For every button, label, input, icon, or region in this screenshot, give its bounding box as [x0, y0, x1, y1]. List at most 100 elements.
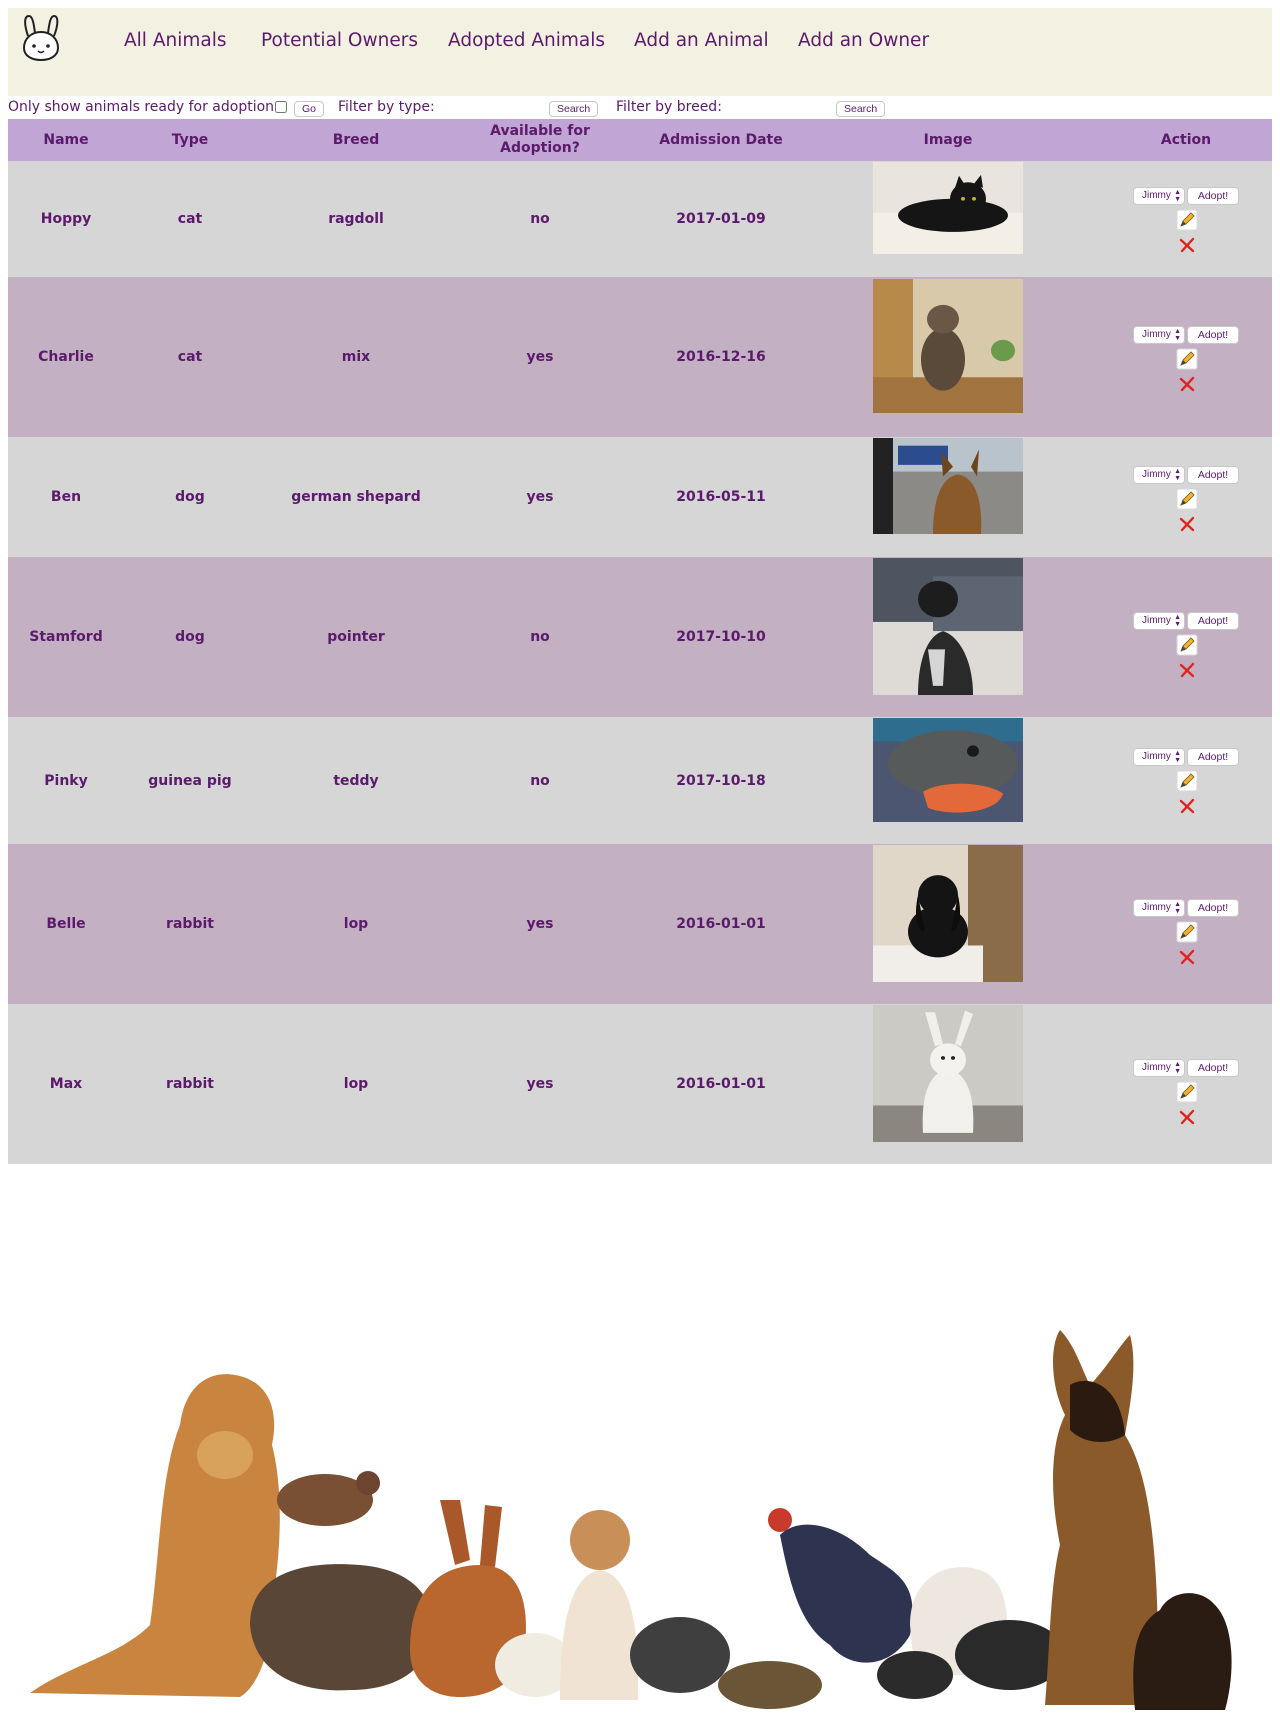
type-filter-input[interactable] — [436, 99, 544, 117]
cell-available: yes — [526, 916, 554, 932]
owner-select[interactable]: Jimmy ▲ ▼ — [1133, 187, 1185, 205]
owner-select-value: Jimmy — [1142, 902, 1171, 913]
nav-add-animal[interactable]: Add an Animal — [634, 30, 769, 51]
animals-table: Name Type Breed Available for Adoption? … — [8, 119, 1272, 1164]
cell-name: Ben — [50, 489, 82, 505]
table-row: Pinky guinea pig teddy no 2017-10-18 Jim… — [8, 717, 1272, 844]
go-button[interactable]: Go — [294, 101, 325, 117]
table-row: Charlie cat mix yes 2016-12-16 Jimmy ▲ ▼ A… — [8, 277, 1272, 437]
red-x-icon[interactable] — [1179, 516, 1195, 532]
adopt-button[interactable]: Adopt! — [1187, 187, 1239, 205]
cell-type: cat — [177, 349, 203, 365]
cell-available: yes — [526, 349, 554, 365]
cell-breed: mix — [341, 349, 371, 365]
owner-select-value: Jimmy — [1142, 1062, 1171, 1073]
pointer-dog-photo — [873, 558, 1023, 695]
owner-select[interactable]: Jimmy ▲ ▼ — [1133, 1059, 1185, 1077]
row-actions: Jimmy ▲ ▼ Adopt! — [1126, 326, 1239, 392]
owner-select[interactable]: Jimmy ▲ ▼ — [1133, 899, 1185, 917]
adopt-button[interactable]: Adopt! — [1187, 1059, 1239, 1077]
pencil-icon[interactable] — [1176, 1081, 1198, 1103]
type-search-button[interactable]: Search — [549, 101, 599, 117]
cell-admission-date: 2017-10-18 — [676, 772, 766, 789]
red-x-icon[interactable] — [1179, 237, 1195, 253]
cell-admission-date: 2016-12-16 — [676, 349, 766, 365]
pencil-icon[interactable] — [1176, 770, 1198, 792]
ready-filter-label: Only show animals ready for adoption: — [8, 99, 279, 115]
cell-type: rabbit — [166, 1076, 214, 1092]
cell-type: rabbit — [166, 916, 214, 932]
header-admission-date: Admission Date — [659, 131, 783, 148]
cell-breed: teddy — [333, 772, 379, 789]
owner-select[interactable]: Jimmy ▲ ▼ — [1133, 326, 1185, 344]
table-row: Ben dog german shepard yes 2016-05-11 Ji… — [8, 437, 1272, 557]
red-x-icon[interactable] — [1179, 1109, 1195, 1125]
up-down-arrows-icon: ▲ ▼ — [1174, 901, 1181, 915]
cell-available: no — [530, 772, 550, 789]
guinea-pig-photo — [873, 718, 1023, 822]
row-actions: Jimmy ▲ ▼ Adopt! — [1126, 612, 1239, 678]
cell-admission-date: 2017-01-09 — [676, 211, 766, 227]
pencil-icon[interactable] — [1176, 348, 1198, 370]
cell-name: Stamford — [29, 629, 103, 645]
cell-available: yes — [526, 1076, 554, 1092]
pencil-icon[interactable] — [1176, 634, 1198, 656]
breed-filter-input[interactable] — [722, 99, 832, 117]
tabby-cat-on-chair-photo — [873, 279, 1023, 413]
black-lop-rabbit-photo — [873, 845, 1023, 982]
adopt-button[interactable]: Adopt! — [1187, 748, 1239, 766]
owner-select[interactable]: Jimmy ▲ ▼ — [1133, 612, 1185, 630]
cell-available: yes — [526, 489, 554, 505]
red-x-icon[interactable] — [1179, 662, 1195, 678]
cell-breed: lop — [343, 916, 369, 932]
filter-bar: Only show animals ready for adoption: Go… — [8, 97, 1272, 119]
up-down-arrows-icon: ▲ ▼ — [1174, 1061, 1181, 1075]
red-x-icon[interactable] — [1179, 798, 1195, 814]
nav-potential-owners[interactable]: Potential Owners — [261, 30, 418, 51]
owner-select-value: Jimmy — [1142, 329, 1171, 340]
row-actions: Jimmy ▲ ▼ Adopt! — [1126, 187, 1239, 253]
cell-type: cat — [177, 211, 203, 227]
owner-select-value: Jimmy — [1142, 469, 1171, 480]
cell-breed: pointer — [327, 629, 385, 645]
header-available: Available for Adoption? — [490, 123, 590, 156]
red-x-icon[interactable] — [1179, 949, 1195, 965]
adopt-button[interactable]: Adopt! — [1187, 899, 1239, 917]
nav-adopted-animals[interactable]: Adopted Animals — [448, 30, 606, 51]
pencil-icon[interactable] — [1176, 209, 1198, 231]
row-actions: Jimmy ▲ ▼ Adopt! — [1126, 1059, 1239, 1125]
adopt-button[interactable]: Adopt! — [1187, 466, 1239, 484]
bunny-logo-icon[interactable] — [18, 14, 64, 62]
cell-breed: ragdoll — [328, 211, 384, 227]
adopt-button[interactable]: Adopt! — [1187, 612, 1239, 630]
up-down-arrows-icon: ▲ ▼ — [1174, 750, 1181, 764]
header-image: Image — [923, 131, 973, 148]
cell-admission-date: 2016-01-01 — [676, 916, 766, 932]
red-x-icon[interactable] — [1179, 376, 1195, 392]
owner-select[interactable]: Jimmy ▲ ▼ — [1133, 466, 1185, 484]
table-row: Hoppy cat ragdoll no 2017-01-09 Jimmy ▲ ▼ … — [8, 161, 1272, 277]
header-breed: Breed — [332, 131, 380, 148]
ready-checkbox[interactable] — [275, 101, 287, 113]
breed-search-button[interactable]: Search — [836, 101, 886, 117]
cell-available: no — [530, 629, 550, 645]
nav-all-animals[interactable]: All Animals — [124, 30, 227, 51]
cell-name: Belle — [46, 916, 86, 932]
cell-admission-date: 2016-01-01 — [676, 1076, 766, 1092]
row-actions: Jimmy ▲ ▼ Adopt! — [1126, 748, 1239, 814]
cell-admission-date: 2016-05-11 — [676, 489, 766, 505]
group-of-pets-banner — [30, 1330, 1232, 1710]
pencil-icon[interactable] — [1176, 921, 1198, 943]
table-row: Belle rabbit lop yes 2016-01-01 Jimmy ▲ ▼ … — [8, 844, 1272, 1004]
table-header: Name Type Breed Available for Adoption? … — [8, 119, 1272, 161]
pencil-icon[interactable] — [1176, 488, 1198, 510]
owner-select[interactable]: Jimmy ▲ ▼ — [1133, 748, 1185, 766]
up-down-arrows-icon: ▲ ▼ — [1174, 614, 1181, 628]
cell-available: no — [530, 211, 550, 227]
nav-add-owner[interactable]: Add an Owner — [798, 30, 930, 51]
adopt-button[interactable]: Adopt! — [1187, 326, 1239, 344]
table-row: Stamford dog pointer no 2017-10-10 Jimmy… — [8, 557, 1272, 717]
cell-breed: lop — [343, 1076, 369, 1092]
cell-breed: german shepard — [291, 489, 421, 505]
breed-filter-label: Filter by breed: — [616, 99, 722, 115]
